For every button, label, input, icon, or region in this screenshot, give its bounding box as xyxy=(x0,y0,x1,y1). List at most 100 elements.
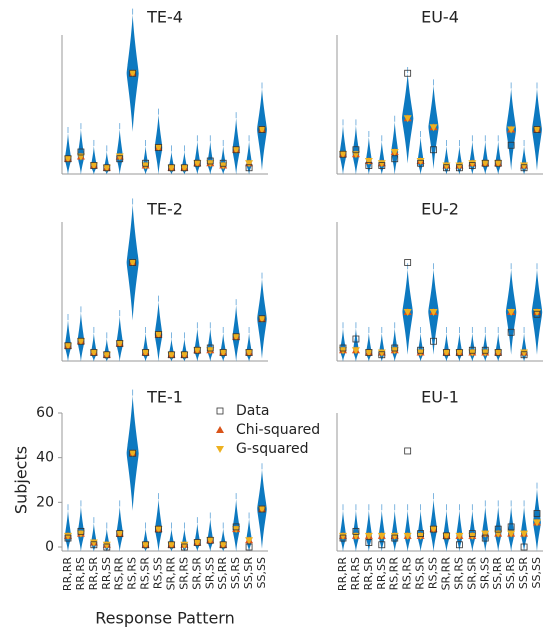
violin xyxy=(521,332,527,362)
data-marker xyxy=(365,349,373,356)
x-tick-label: RR,RR xyxy=(61,557,74,591)
data-marker xyxy=(232,146,240,154)
violin xyxy=(116,316,123,362)
x-axis-label: Response Pattern xyxy=(95,609,235,628)
g-squared-marker xyxy=(390,149,399,156)
data-marker xyxy=(142,541,150,549)
data-marker xyxy=(155,144,162,151)
g-squared-marker xyxy=(468,160,477,168)
panel-title: TE-2 xyxy=(146,200,183,219)
data-marker xyxy=(155,331,162,338)
g-squared-marker xyxy=(167,164,176,172)
violin xyxy=(194,523,200,552)
legend-marker xyxy=(216,426,224,433)
data-marker xyxy=(116,340,124,347)
legend-label: G-squared xyxy=(236,441,308,457)
violin xyxy=(456,332,462,362)
data-marker xyxy=(77,337,85,345)
y-tick-label: 0 xyxy=(45,539,54,555)
g-squared-marker xyxy=(429,526,438,534)
g-squared-marker xyxy=(442,162,451,170)
violin xyxy=(65,319,71,362)
violin xyxy=(246,141,252,175)
x-tick-label: RR,RS xyxy=(74,557,87,590)
x-tick-label: RR,SR xyxy=(362,557,375,591)
violin xyxy=(77,312,85,362)
y-tick-label: 20 xyxy=(36,494,54,510)
violin xyxy=(482,141,488,175)
data-marker xyxy=(365,162,373,169)
data-marker xyxy=(168,351,175,359)
g-squared-marker xyxy=(180,541,189,549)
violin xyxy=(391,510,398,552)
data-marker xyxy=(404,447,412,455)
panel-title: EU-4 xyxy=(421,8,459,27)
g-squared-marker xyxy=(377,349,386,357)
violin xyxy=(469,141,475,175)
data-marker xyxy=(391,534,399,542)
violin xyxy=(521,145,527,175)
g-squared-marker xyxy=(193,160,202,168)
data-marker xyxy=(430,146,437,154)
x-tick-label: SR,RS xyxy=(452,557,465,590)
g-squared-marker xyxy=(102,351,111,359)
g-squared-marker xyxy=(429,309,438,316)
data-marker xyxy=(507,141,515,149)
x-tick-label: RR,SR xyxy=(87,557,100,591)
legend-marker xyxy=(216,407,224,415)
g-squared-marker xyxy=(154,331,163,339)
g-squared-marker xyxy=(403,309,412,316)
data-marker xyxy=(339,344,347,352)
violin xyxy=(339,125,347,175)
panel-title: TE-4 xyxy=(146,8,183,27)
violin xyxy=(495,141,501,175)
data-marker xyxy=(168,164,175,172)
x-tick-label: SS,RS xyxy=(504,557,517,589)
g-squared-marker xyxy=(206,537,215,545)
g-squared-marker xyxy=(102,164,111,172)
data-marker xyxy=(245,349,253,356)
x-tick-label: RS,SR xyxy=(414,557,427,590)
data-marker xyxy=(180,164,188,172)
g-squared-marker xyxy=(364,158,373,165)
data-marker xyxy=(443,164,450,172)
g-squared-marker xyxy=(258,506,266,514)
legend-label: Chi-squared xyxy=(236,422,320,438)
g-squared-marker xyxy=(455,532,464,540)
g-squared-marker xyxy=(442,532,451,540)
g-squared-marker xyxy=(520,530,529,538)
violin xyxy=(77,506,85,552)
data-marker xyxy=(206,536,214,544)
data-marker xyxy=(378,351,386,359)
g-squared-marker xyxy=(364,532,373,540)
data-marker xyxy=(404,259,412,266)
g-squared-marker xyxy=(64,532,72,540)
violin xyxy=(366,332,372,362)
violin xyxy=(404,510,411,552)
g-squared-marker xyxy=(128,70,137,78)
data-marker xyxy=(232,333,240,341)
x-tick-label: SS,SS xyxy=(530,557,543,588)
data-marker xyxy=(258,505,266,513)
x-tick-label: RS,RS xyxy=(401,557,414,590)
g-squared-marker xyxy=(76,338,85,346)
x-tick-label: SR,SR xyxy=(190,557,203,590)
data-marker xyxy=(219,349,227,356)
g-squared-marker xyxy=(507,309,516,316)
g-squared-marker xyxy=(351,347,360,355)
data-marker xyxy=(245,543,253,551)
data-marker xyxy=(103,543,111,551)
x-tick-label: SR,SS xyxy=(203,557,216,589)
data-marker xyxy=(258,126,266,133)
x-tick-label: SS,SR xyxy=(517,557,530,589)
data-marker xyxy=(168,541,175,549)
legend-label: Data xyxy=(236,403,269,419)
x-tick-label: RS,SR xyxy=(139,557,152,590)
g-squared-marker xyxy=(481,160,490,168)
x-tick-label: SS,RR xyxy=(216,557,229,590)
data-marker xyxy=(391,155,399,163)
data-marker xyxy=(430,525,437,533)
violin xyxy=(495,332,501,362)
data-marker xyxy=(142,349,150,356)
g-squared-marker xyxy=(89,162,98,170)
